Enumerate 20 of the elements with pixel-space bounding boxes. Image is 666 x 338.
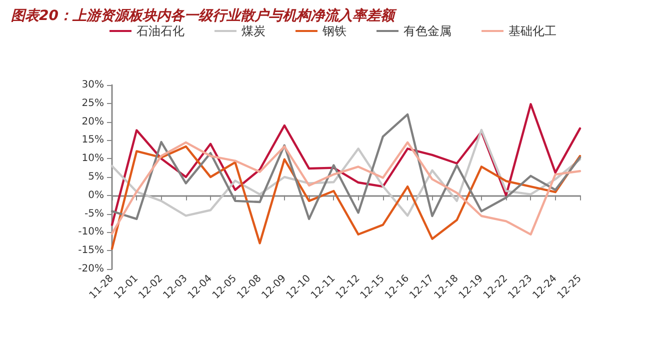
- y-tick-label: 0%: [88, 190, 104, 201]
- y-tick-label: -10%: [78, 226, 104, 238]
- chart-title: 图表20：上游资源板块内各一级行业散户与机构净流入率差额: [11, 7, 398, 24]
- y-tick-label: 30%: [82, 80, 104, 90]
- legend-label: 基础化工: [508, 24, 556, 38]
- y-tick-label: 20%: [82, 116, 104, 128]
- y-tick-label: -20%: [78, 264, 104, 274]
- line-series: [110, 128, 582, 217]
- legend-label: 钢铁: [322, 24, 346, 38]
- legend-label: 有色金属: [404, 24, 452, 38]
- y-tick-label: -15%: [78, 245, 104, 256]
- y-tick-label: 5%: [88, 172, 104, 182]
- y-tick-label: 15%: [82, 134, 104, 146]
- y-tick-label: 10%: [82, 153, 104, 164]
- line-series: [110, 145, 582, 250]
- y-tick-label: 25%: [82, 98, 104, 109]
- legend-label: 煤炭: [242, 24, 266, 38]
- legend-label: 石油石化: [136, 24, 184, 38]
- y-tick-label: -5%: [84, 208, 104, 220]
- line-series: [110, 141, 582, 236]
